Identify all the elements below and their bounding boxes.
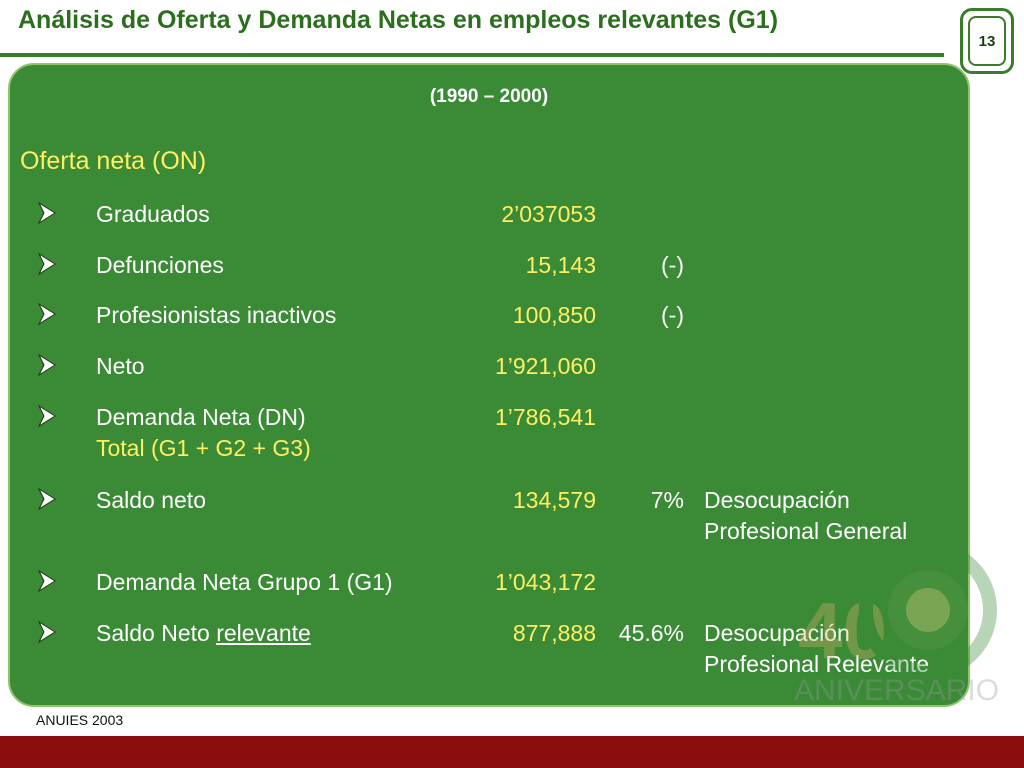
row-mark: 7% (650, 487, 684, 513)
arrowhead-bullet-icon (38, 621, 56, 643)
row-label-text: Graduados (96, 201, 210, 227)
row-label: Profesionistas inactivos (96, 300, 336, 331)
row-label: Saldo neto (96, 485, 206, 516)
row-note-line1: Desocupación (704, 487, 850, 513)
logo-text: 40 (798, 586, 887, 675)
arrowhead-bullet-icon (38, 570, 56, 592)
row-label: Graduados (96, 199, 210, 230)
title-divider (0, 53, 944, 57)
arrowhead-bullet-icon (38, 202, 56, 224)
logo-caption: ANIVERSARIO (794, 674, 999, 707)
row-label-text: Profesionistas inactivos (96, 302, 337, 328)
row-note: Desocupación Profesional Relevante (704, 618, 929, 680)
row-value: 2’037053 (501, 201, 596, 227)
row-value: 100,850 (512, 302, 596, 328)
row-value: 1’043,172 (494, 569, 596, 595)
row-label: Demanda Neta Grupo 1 (G1) (96, 567, 393, 598)
row-label-text: Demanda Neta (DN) (96, 404, 306, 430)
row-sublabel: Total (G1 + G2 + G3) (96, 435, 311, 461)
list-item: Neto 1’921,060 (10, 351, 968, 411)
row-value: 15,143 (525, 252, 596, 278)
row-value: 877,888 (512, 620, 596, 646)
row-label: Neto (96, 351, 145, 382)
row-label-underlined: relevante (216, 620, 311, 646)
page-number: 13 (968, 16, 1006, 66)
row-value: 134,579 (512, 487, 596, 513)
source-citation: ANUIES 2003 (36, 712, 124, 728)
row-label-text: Neto (96, 353, 145, 379)
row-mark: (-) (661, 302, 684, 328)
section-title: Oferta neta (ON) (20, 147, 207, 175)
row-note-line2: Profesional Relevante (704, 651, 930, 677)
row-note-line2: Profesional General (704, 518, 908, 544)
row-label: Demanda Neta (DN) Total (G1 + G2 + G3) (96, 402, 311, 464)
row-label-text: Demanda Neta Grupo 1 (G1) (96, 569, 393, 595)
row-label-text: Defunciones (96, 252, 224, 278)
row-mark: (-) (661, 252, 684, 278)
arrowhead-bullet-icon (38, 253, 56, 275)
row-note: Desocupación Profesional General (704, 485, 907, 547)
arrowhead-bullet-icon (38, 405, 56, 427)
list-item: Demanda Neta Grupo 1 (G1) 1’043,172 (10, 567, 968, 627)
row-label-text: Saldo neto (96, 487, 206, 513)
row-mark: 45.6% (618, 620, 684, 646)
arrowhead-bullet-icon (38, 488, 56, 510)
slide-title: Análisis de Oferta y Demanda Netas en em… (18, 6, 779, 34)
content-panel: (1990 – 2000) Oferta neta (ON) Graduados… (8, 63, 970, 707)
footer-bar (0, 736, 1024, 768)
list-item: Defunciones 15,143 (-) (10, 250, 968, 310)
list-item: Saldo neto 134,579 7% Desocupación Profe… (10, 485, 968, 545)
arrowhead-bullet-icon (38, 303, 56, 325)
period-label: (1990 – 2000) (429, 86, 549, 107)
list-item: Saldo Neto relevante 877,888 45.6% Desoc… (10, 618, 968, 678)
list-item: Profesionistas inactivos 100,850 (-) (10, 300, 968, 360)
row-value: 1’786,541 (494, 404, 596, 430)
list-item: Demanda Neta (DN) Total (G1 + G2 + G3) 1… (10, 402, 968, 462)
arrowhead-bullet-icon (38, 354, 56, 376)
anniversary-logo: 40 ANIVERSARIO (794, 541, 999, 707)
row-label: Saldo Neto relevante (96, 618, 311, 649)
page-number-badge: 13 (960, 8, 1014, 74)
row-value: 1’921,060 (494, 353, 596, 379)
row-label-text: Saldo Neto (96, 620, 217, 646)
row-label: Defunciones (96, 250, 224, 281)
row-note-line1: Desocupación (704, 620, 850, 646)
list-item: Graduados 2’037053 (10, 199, 968, 259)
